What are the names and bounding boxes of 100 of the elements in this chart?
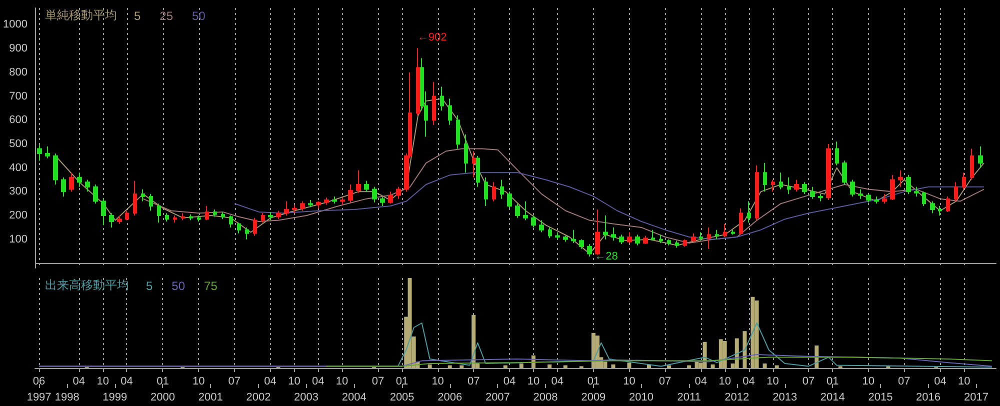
candlestick xyxy=(237,222,241,234)
x2-tick-label: 1997 xyxy=(26,392,52,404)
candlestick xyxy=(308,200,313,208)
candlestick xyxy=(197,215,201,222)
legend-title: 出来高移動平均 xyxy=(45,278,129,292)
candlestick xyxy=(954,182,958,202)
candlestick xyxy=(316,200,321,209)
candlestick xyxy=(93,184,98,204)
x-tick-label: 10 xyxy=(96,376,109,388)
x2-tick-label: 2009 xyxy=(581,392,606,404)
x-tick-label: 04 xyxy=(551,376,564,388)
annotation: ←902 xyxy=(417,32,447,44)
x-tick-label: 07 xyxy=(898,376,910,388)
candlestick xyxy=(842,160,847,186)
bar xyxy=(754,300,759,368)
text: 25 xyxy=(160,9,174,23)
candlestick xyxy=(962,172,966,190)
bar xyxy=(722,341,727,368)
candlestick xyxy=(432,81,436,126)
candlestick xyxy=(707,226,711,250)
bar xyxy=(519,364,524,368)
x-tick-label: 04 xyxy=(72,376,86,388)
candlestick xyxy=(133,180,137,216)
x2-tick-label: 2015 xyxy=(868,392,893,404)
bar xyxy=(687,365,692,368)
candlestick xyxy=(332,196,337,204)
x-tick-label: 07 xyxy=(467,376,480,388)
candlestick xyxy=(500,179,504,200)
bar xyxy=(702,342,707,368)
text: 5 xyxy=(146,279,153,293)
x2-tick-label: 2014 xyxy=(820,392,845,404)
x2-tick-label: 2010 xyxy=(629,392,654,404)
candlestick xyxy=(472,150,476,178)
bar xyxy=(710,364,715,368)
candlestick xyxy=(835,141,839,166)
candlestick xyxy=(539,220,544,233)
candlestick xyxy=(221,211,225,220)
x-tick-label: 04 xyxy=(742,376,755,388)
x-tick-label: 06 xyxy=(32,376,46,388)
bar xyxy=(627,362,632,368)
candlestick xyxy=(667,238,671,246)
x-tick-label: 04 xyxy=(312,376,324,388)
x-tick-label: 10 xyxy=(288,376,300,388)
candlestick xyxy=(515,203,520,218)
candlestick xyxy=(531,215,536,228)
bar xyxy=(460,365,464,368)
candlestick xyxy=(117,215,122,224)
candlestick xyxy=(739,208,743,236)
x-tick-label: 04 xyxy=(503,376,516,388)
x-tick-label: 04 xyxy=(694,376,707,388)
candlestick xyxy=(356,170,361,194)
x-tick-label: 10 xyxy=(623,376,636,388)
x-tick-label: 01 xyxy=(156,376,169,388)
candlestick xyxy=(898,170,903,188)
x-tick-label: 07 xyxy=(658,376,672,388)
x2-tick-label: 2002 xyxy=(246,392,271,404)
bar xyxy=(428,364,432,368)
candlestick xyxy=(276,210,281,220)
x-tick-label: 04 xyxy=(934,376,946,388)
x-tick-label: 10 xyxy=(432,376,444,388)
x2-tick-label: 2016 xyxy=(916,392,941,404)
x-tick-label: 01 xyxy=(587,376,600,388)
x2-tick-label: 1998 xyxy=(54,392,80,404)
candlestick xyxy=(300,200,305,212)
x2-tick-label: 2001 xyxy=(198,392,223,404)
bar xyxy=(448,365,452,368)
candlestick xyxy=(755,164,759,221)
candlestick xyxy=(675,240,679,248)
bar xyxy=(667,365,672,368)
candlestick xyxy=(101,198,106,226)
candlestick xyxy=(691,232,696,242)
y-tick-label: 500 xyxy=(9,138,28,150)
candlestick xyxy=(340,197,345,206)
candlestick xyxy=(189,214,193,221)
x2-tick-label: 2004 xyxy=(342,392,366,404)
bar xyxy=(718,339,723,368)
candlestick xyxy=(563,235,568,242)
candlestick xyxy=(61,176,66,197)
bar xyxy=(408,278,412,368)
bar xyxy=(591,332,596,368)
candlestick xyxy=(826,143,831,201)
x-tick-label: 04 xyxy=(264,376,276,388)
candlestick xyxy=(683,238,687,248)
candlestick xyxy=(603,215,608,240)
bar xyxy=(472,314,476,368)
candlestick xyxy=(69,172,74,192)
candlestick xyxy=(548,226,552,239)
x-tick-label: 01 xyxy=(826,376,839,388)
candlestick xyxy=(579,238,584,250)
x2-tick-label: 2000 xyxy=(150,392,175,404)
candlestick xyxy=(157,203,161,224)
x2-tick-label: 2003 xyxy=(294,392,319,404)
bar xyxy=(774,365,779,368)
text: 50 xyxy=(172,279,186,293)
candlestick xyxy=(523,200,528,221)
y-tick-label: 600 xyxy=(9,114,28,126)
candlestick xyxy=(763,162,767,192)
candlestick xyxy=(906,174,911,195)
candlestick xyxy=(53,153,58,186)
candlestick xyxy=(85,179,90,192)
